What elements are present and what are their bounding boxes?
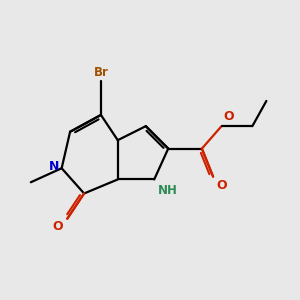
Text: Br: Br xyxy=(94,66,108,79)
Text: O: O xyxy=(223,110,233,123)
Text: NH: NH xyxy=(158,184,177,197)
Text: O: O xyxy=(52,220,63,233)
Text: N: N xyxy=(49,160,59,173)
Text: O: O xyxy=(216,179,226,192)
